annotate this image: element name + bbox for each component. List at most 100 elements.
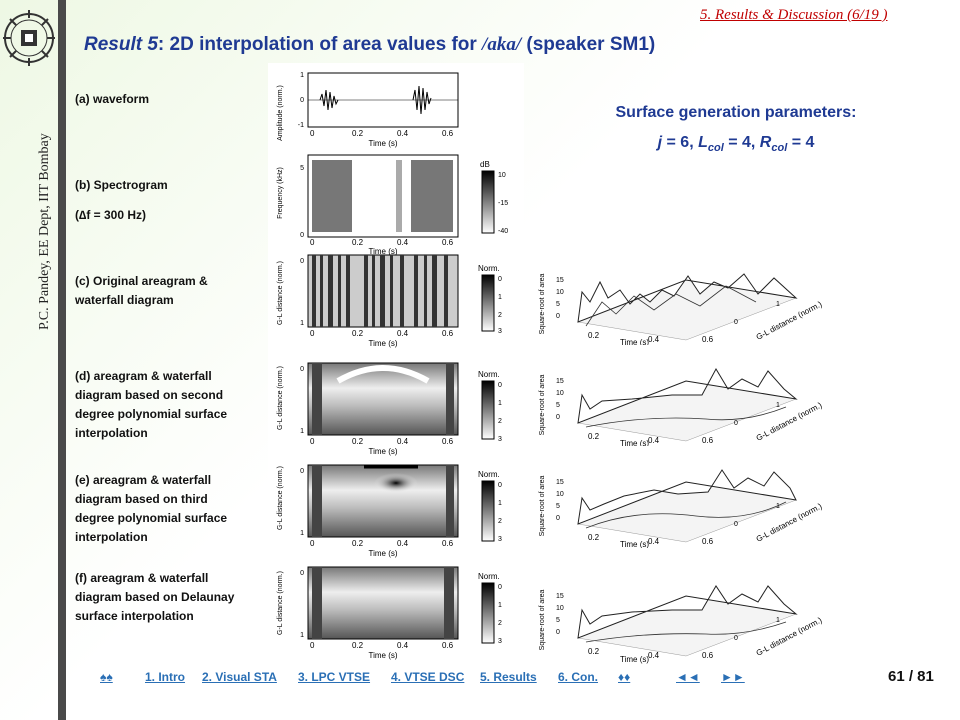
author-credit: P.C. Pandey, EE Dept, IIT Bombay <box>37 133 52 330</box>
params-title: Surface generation parameters: <box>615 104 857 121</box>
waterfall-c-time-tick-1: 0.4 <box>648 335 660 344</box>
nav-lpc-vtse-link[interactable]: 3. LPC VTSE <box>298 670 371 684</box>
waveform-xlabel: Time (s) <box>368 139 397 148</box>
norm-colorbar-e-tick-3: 3 <box>498 536 502 543</box>
areagram-e-xtick-2: 0.4 <box>397 539 409 548</box>
areagram-f-xtick-1: 0.2 <box>352 641 364 650</box>
norm-colorbar-d-tick-2: 2 <box>498 418 502 425</box>
norm-colorbar-e-tick-0: 0 <box>498 482 502 489</box>
waterfall-f-time-label: Time (s) <box>620 655 649 664</box>
label-original-areagram: (c) Original areagram & waterfall diagra… <box>75 274 208 307</box>
waterfall-e-ztick-0: 15 <box>556 479 564 486</box>
label-waveform: (a) waveform <box>75 92 150 106</box>
waterfall-c-time-tick-2: 0.6 <box>702 335 714 344</box>
iit-bombay-logo-icon <box>3 10 55 66</box>
nav-home-link[interactable]: ♠♠ <box>100 670 113 684</box>
label-delaunay: (f) areagram & waterfall diagram based o… <box>75 571 235 623</box>
waterfall-diagram-e: Square-root of area 15 10 5 0 0.2 0.4 0.… <box>526 446 838 548</box>
areagram-e-xlabel: Time (s) <box>368 549 397 558</box>
norm-colorbar-e-tick-2: 2 <box>498 518 502 525</box>
nav-results-link[interactable]: 5. Results <box>480 670 537 684</box>
nav-conclusion-link[interactable]: 6. Con. <box>558 670 599 684</box>
db-colorbar <box>481 170 495 234</box>
norm-colorbar-d-tick-0: 0 <box>498 382 502 389</box>
areagram-f-xlabel: Time (s) <box>368 651 397 660</box>
waterfall-c-time-label: Time (s) <box>620 338 649 346</box>
waterfall-e-time-tick-0: 0.2 <box>588 533 600 542</box>
section-link[interactable]: 5. Results & Discussion (6/19 ) <box>700 7 888 23</box>
waterfall-e-ztick-1: 10 <box>556 491 564 498</box>
param-l: 4 <box>742 134 751 151</box>
areagram-d-xlabel: Time (s) <box>368 447 397 456</box>
areagram-c-ytick-1: 1 <box>300 320 304 327</box>
areagram-f-ytick-1: 1 <box>300 632 304 639</box>
areagram-c-xtick-2: 0.4 <box>397 329 409 338</box>
waterfall-c-ztick-3: 0 <box>556 313 560 320</box>
areagram-f-ytick-0: 0 <box>300 570 304 577</box>
spectrogram-xtick-1: 0.2 <box>352 238 364 247</box>
db-colorbar-tick-mid: -15 <box>498 200 508 207</box>
areagram-d-ylabel: G-L distance (norm.) <box>277 366 284 430</box>
areagram-d-xtick-2: 0.4 <box>397 437 409 446</box>
third-degree-areagram-plot: G-L distance (norm.) 0 1 0 0.2 0.4 0.6 T… <box>277 464 502 558</box>
label-spectrogram: (b) Spectrogram <box>75 178 168 192</box>
waterfall-e-ztick-2: 5 <box>556 503 560 510</box>
spectrogram-plot: Frequency (kHz) 5 0 0 0.2 0.4 0.6 Time (… <box>277 154 508 256</box>
norm-colorbar-f <box>481 582 495 644</box>
norm-colorbar-e <box>481 480 495 542</box>
original-areagram-plot: G-L distance (norm.) 0 1 0 0.2 0.4 0.6 T… <box>277 254 502 348</box>
waterfall-d-time-tick-0: 0.2 <box>588 432 600 441</box>
areagram-c-ylabel: G-L distance (norm.) <box>277 261 284 325</box>
norm-colorbar-f-tick-3: 3 <box>498 638 502 645</box>
waveform-ytick-top: 1 <box>300 72 304 79</box>
spectrogram-xtick-0: 0 <box>310 238 315 247</box>
spectrogram-xtick-3: 0.6 <box>442 238 454 247</box>
areagram-f-xtick-2: 0.4 <box>397 641 409 650</box>
norm-colorbar-c-tick-2: 2 <box>498 312 502 319</box>
areagram-e-ytick-1: 1 <box>300 530 304 537</box>
waterfall-e-zlabel: Square-root of area <box>539 476 546 537</box>
spectrogram-xlabel: Time (s) <box>368 247 397 256</box>
waterfall-f-ztick-2: 5 <box>556 617 560 624</box>
waterfall-c-ztick-0: 15 <box>556 277 564 284</box>
waveform-xtick-1: 0.2 <box>352 129 364 138</box>
areagram-e-xtick-1: 0.2 <box>352 539 364 548</box>
nav-forward-link[interactable]: ►► <box>721 670 745 684</box>
waterfall-d-ztick-1: 10 <box>556 390 564 397</box>
areagram-e-ylabel: G-L distance (norm.) <box>277 466 284 530</box>
waterfall-c-ztick-1: 10 <box>556 289 564 296</box>
waterfall-d-time-tick-2: 0.6 <box>702 436 714 445</box>
waterfall-c-gl-tick-1: 1 <box>776 301 780 308</box>
spectrogram-ytick-bot: 0 <box>300 232 304 239</box>
nav-intro-link[interactable]: 1. Intro <box>145 670 186 684</box>
waterfall-f-gl-tick-1: 1 <box>776 617 780 624</box>
areagram-d-ytick-0: 0 <box>300 366 304 373</box>
waveform-ylabel: Amplitude (norm.) <box>277 85 284 141</box>
spectrogram-voiced-region-2 <box>411 160 453 232</box>
areagram-figure-panel: Amplitude (norm.) 1 0 -1 0 0.2 0.4 0.6 T… <box>268 63 524 669</box>
waterfall-d-ztick-2: 5 <box>556 402 560 409</box>
areagram-f-xtick-0: 0 <box>310 641 315 650</box>
waterfall-f-time-tick-1: 0.4 <box>648 651 660 660</box>
spectrogram-ytick-top: 5 <box>300 165 304 172</box>
norm-colorbar-f-tick-1: 1 <box>498 602 502 609</box>
nav-vtse-dsc-link[interactable]: 4. VTSE DSC <box>391 670 465 684</box>
waterfall-f-ztick-0: 15 <box>556 593 564 600</box>
norm-colorbar-f-label: Norm. <box>478 572 500 581</box>
waterfall-f-time-tick-0: 0.2 <box>588 647 600 656</box>
nav-back-link[interactable]: ◄◄ <box>676 670 700 684</box>
nav-diamonds-link[interactable]: ♦♦ <box>618 670 631 684</box>
norm-colorbar-d-tick-3: 3 <box>498 436 502 443</box>
areagram-e-ytick-0: 0 <box>300 468 304 475</box>
spectrogram-ylabel: Frequency (kHz) <box>277 167 284 219</box>
params-values: j = 6, Lcol = 4, Rcol = 4 <box>657 134 815 155</box>
waterfall-diagram-c: Square-root of area 15 10 5 0 0.2 0.4 0.… <box>526 244 838 346</box>
waveform-burst-1 <box>319 89 339 111</box>
slide-title: Result 5: 2D interpolation of area value… <box>84 34 655 56</box>
areagram-e-dark-blob <box>374 473 418 493</box>
delaunay-areagram-plot: G-L distance (norm.) 0 1 0 0.2 0.4 0.6 T… <box>277 566 502 660</box>
waterfall-d-ztick-0: 15 <box>556 378 564 385</box>
nav-visual-sta-link[interactable]: 2. Visual STA <box>202 670 277 684</box>
waveform-plot: Amplitude (norm.) 1 0 -1 0 0.2 0.4 0.6 T… <box>277 72 459 148</box>
left-divider-bar <box>58 0 66 720</box>
